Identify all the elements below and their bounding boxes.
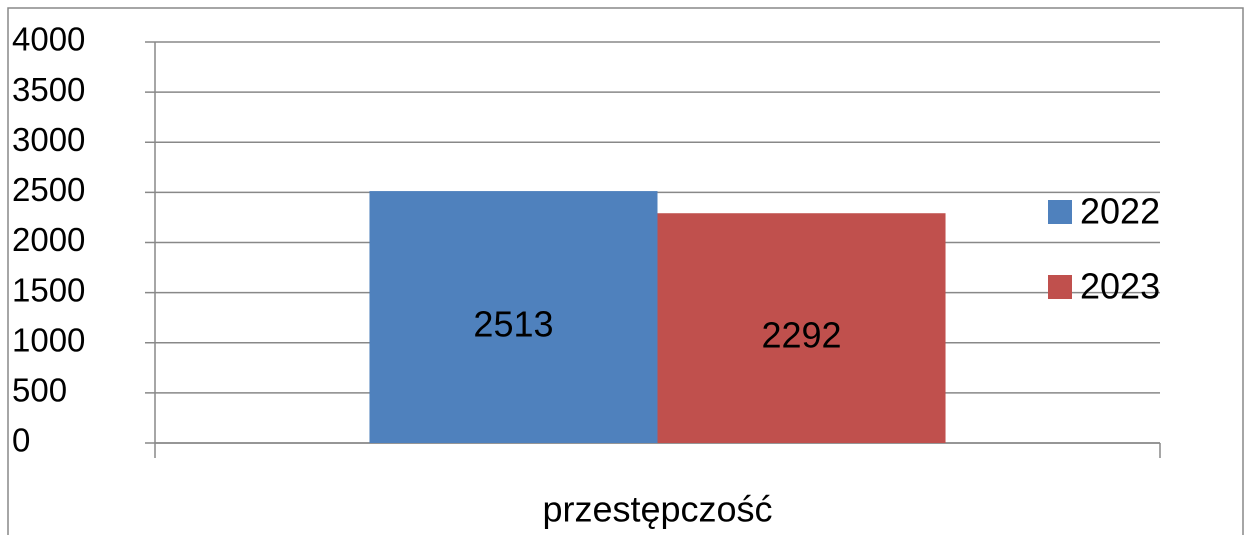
legend-label: 2023 <box>1080 266 1160 307</box>
legend-swatch <box>1048 200 1072 224</box>
bar <box>657 213 946 443</box>
y-tick-label: 1000 <box>12 321 85 358</box>
y-tick-label: 2000 <box>12 221 85 258</box>
x-tick-label: przestępczość <box>542 489 772 530</box>
data-label: 2513 <box>473 304 553 345</box>
y-tick-label: 2500 <box>12 171 85 208</box>
legend-swatch <box>1048 275 1072 299</box>
y-tick-label: 4000 <box>12 21 85 58</box>
y-tick-label: 3500 <box>12 71 85 108</box>
legend-label: 2022 <box>1080 191 1160 232</box>
data-label: 2292 <box>761 315 841 356</box>
chart-frame <box>7 7 1244 535</box>
y-tick-label: 1500 <box>12 271 85 308</box>
bar <box>369 191 658 443</box>
y-tick-label: 500 <box>12 372 67 409</box>
y-tick-label: 3000 <box>12 121 85 158</box>
y-tick-label: 0 <box>12 422 30 459</box>
